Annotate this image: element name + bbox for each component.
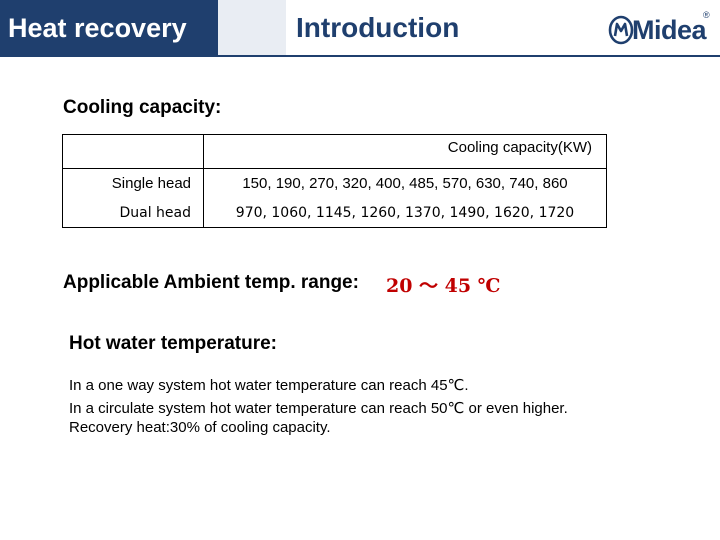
registered-mark: ®: [703, 10, 710, 20]
recovery-heat-line: Recovery heat:30% of cooling capacity.: [69, 419, 331, 436]
table-row: Dual head 970, 1060, 1145, 1260, 1370, 1…: [62, 198, 607, 228]
row-label-single-head: Single head: [62, 168, 204, 198]
table-corner-cell: [62, 134, 204, 169]
row-label-dual-head: Dual head: [62, 198, 204, 228]
hot-water-heading: Hot water temperature:: [69, 333, 277, 354]
table-column-header: Cooling capacity(KW): [203, 134, 607, 169]
ambient-temp-range: 20 ～ 45 ℃: [386, 275, 501, 297]
midea-logo-icon: [608, 15, 634, 45]
ambient-temp-heading: Applicable Ambient temp. range:: [63, 272, 359, 293]
hot-water-line-circulate: In a circulate system hot water temperat…: [69, 400, 568, 417]
midea-logo: Midea: [608, 14, 707, 46]
section-title-band: [0, 0, 218, 57]
logo-text: Midea: [632, 14, 707, 45]
row-value-dual-head: 970, 1060, 1145, 1260, 1370, 1490, 1620,…: [203, 198, 607, 228]
hot-water-line-one-way: In a one way system hot water temperatur…: [69, 377, 469, 394]
row-value-single-head: 150, 190, 270, 320, 400, 485, 570, 630, …: [203, 168, 607, 198]
header-divider-block: [218, 0, 286, 57]
cooling-capacity-table: Cooling capacity(KW) Single head 150, 19…: [62, 134, 607, 228]
table-header-row: Cooling capacity(KW): [62, 134, 607, 169]
header-main-band: [286, 0, 720, 57]
section-title: Heat recovery: [8, 13, 187, 43]
table-row: Single head 150, 190, 270, 320, 400, 485…: [62, 168, 607, 198]
page-title: Introduction: [296, 12, 460, 43]
cooling-capacity-heading: Cooling capacity:: [63, 97, 222, 118]
header-rule: [0, 55, 720, 57]
